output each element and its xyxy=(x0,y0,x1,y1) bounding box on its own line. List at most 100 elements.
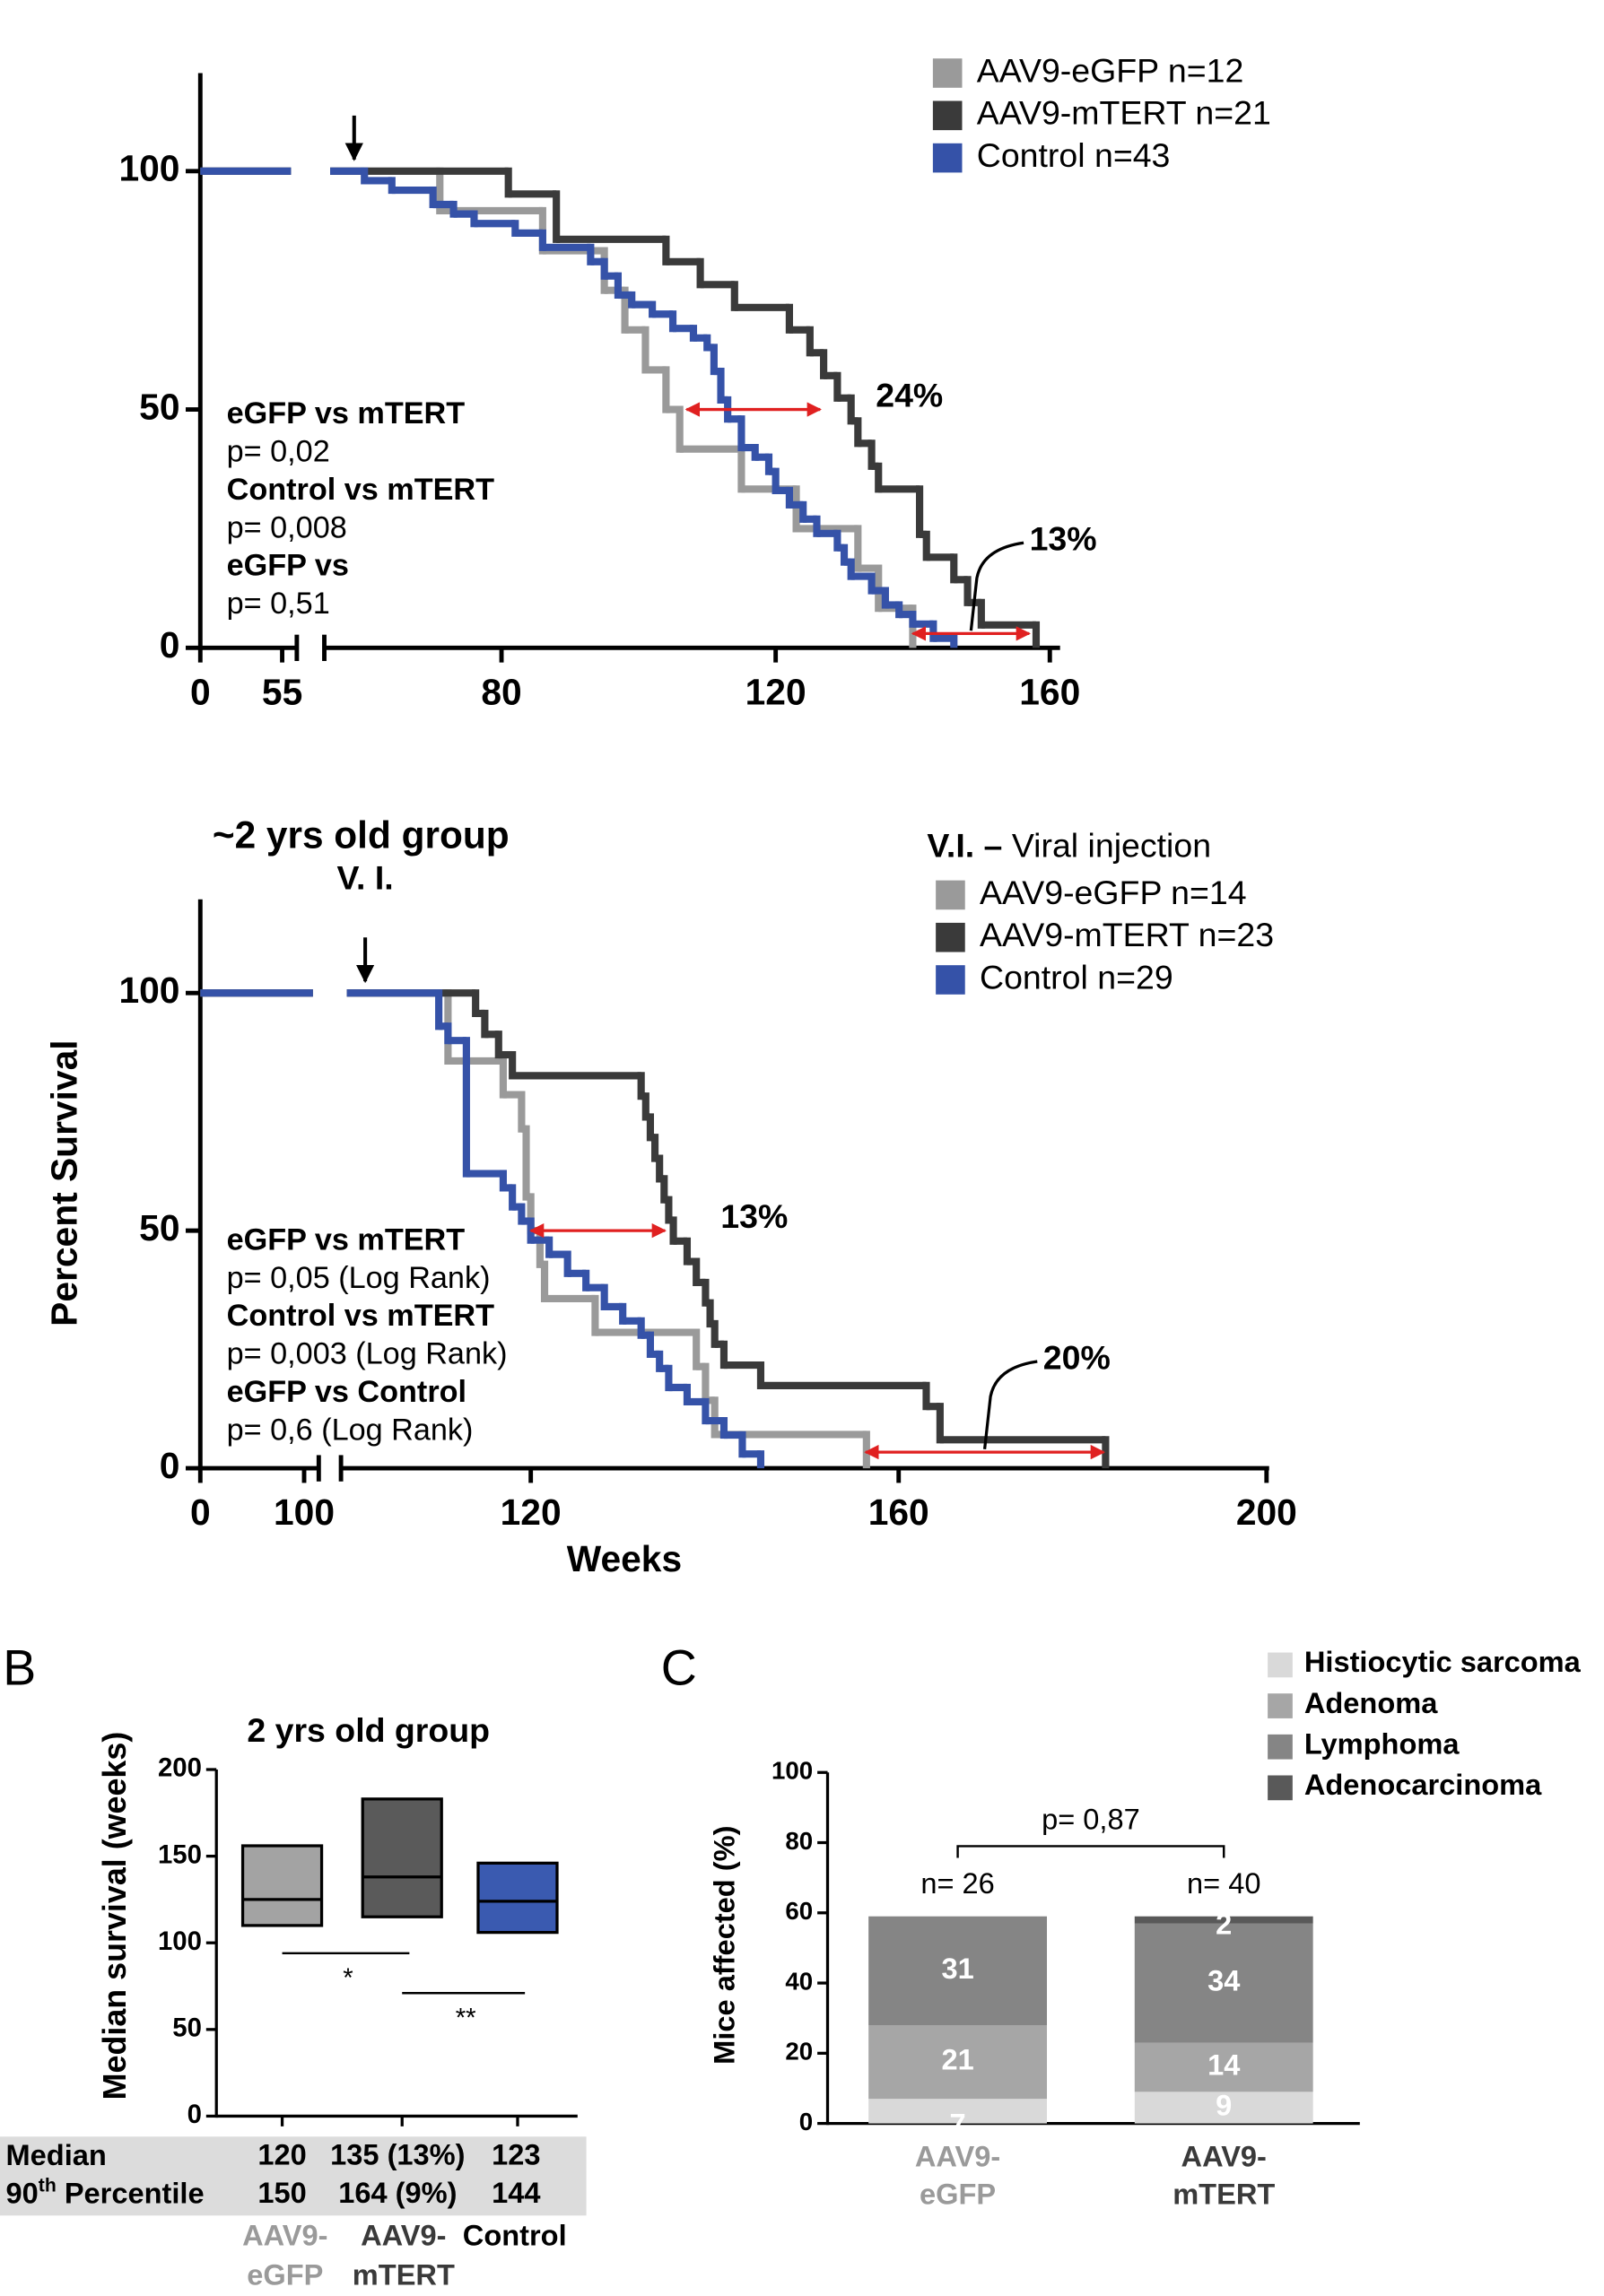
interval-label: 24% xyxy=(876,376,943,413)
stat-label: eGFP vs Control xyxy=(227,1375,466,1409)
panel-letter: B xyxy=(3,1639,36,1695)
y-tick-label: 100 xyxy=(118,148,179,189)
legend-label: Histiocytic sarcoma xyxy=(1304,1645,1582,1678)
interval-label: 13% xyxy=(720,1197,788,1235)
y-tick-label: 150 xyxy=(158,1839,202,1869)
bar-value-label: 34 xyxy=(1207,1964,1240,1997)
bar-segment xyxy=(868,2099,1048,2124)
table-cell: 144 xyxy=(492,2176,540,2209)
legend-label: Control n=29 xyxy=(980,958,1173,996)
legend-title-key: V.I. – xyxy=(927,827,1002,865)
n-label: n= 40 xyxy=(1187,1866,1260,1900)
legend-label: Adenocarcinoma xyxy=(1304,1768,1542,1801)
injection-label: V. I. xyxy=(337,859,394,897)
x-tick-label: 160 xyxy=(868,1492,929,1533)
stat-p: p= 0,02 xyxy=(227,435,330,469)
legend-swatch xyxy=(936,880,965,910)
box xyxy=(361,1797,443,1918)
y-tick-label: 50 xyxy=(172,2013,202,2043)
y-tick-label: 100 xyxy=(158,1926,202,1956)
y-tick-label: 0 xyxy=(799,2108,813,2135)
interval-label: 20% xyxy=(1043,1338,1111,1376)
legend-swatch xyxy=(1268,1693,1293,1718)
legend-swatch xyxy=(932,100,963,131)
legend-title-text: Viral injection xyxy=(1012,827,1211,865)
legend-swatch xyxy=(1268,1775,1293,1801)
y-tick-label: 50 xyxy=(139,386,179,427)
chart-title: ~2 yrs old group xyxy=(213,814,510,857)
legend-label: Lymphoma xyxy=(1304,1727,1460,1761)
x-axis-title: Weeks xyxy=(567,1538,682,1579)
n-label: n= 26 xyxy=(920,1866,994,1900)
box xyxy=(476,1861,559,1935)
table-cell: 164 (9%) xyxy=(338,2176,457,2209)
x-tick-label: mTERT xyxy=(353,2257,455,2291)
x-tick-label: eGFP xyxy=(920,2178,996,2211)
x-tick-label: AAV9- xyxy=(361,2218,446,2251)
interval-leader xyxy=(969,541,1024,631)
x-tick-label: 200 xyxy=(1236,1492,1297,1533)
x-tick-label: Control xyxy=(463,2218,567,2251)
y-tick-label: 200 xyxy=(158,1753,202,1783)
legend-label: Adenoma xyxy=(1304,1686,1438,1719)
table-bg xyxy=(0,2136,587,2216)
y-axis-title: Percent Survival xyxy=(44,1039,85,1326)
bar-segment xyxy=(868,1916,1048,2026)
bar-value-label: 9 xyxy=(1216,2089,1232,2122)
table-cell: 123 xyxy=(492,2138,540,2171)
bar-value-label: 14 xyxy=(1207,2048,1240,2082)
panel-letter: C xyxy=(661,1639,697,1695)
y-tick-label: 60 xyxy=(785,1897,813,1925)
legend-swatch xyxy=(936,922,965,952)
legend-swatch xyxy=(936,965,965,995)
table-row-label-part: Median xyxy=(6,2138,107,2171)
y-tick-label: 0 xyxy=(160,1445,180,1486)
bar-segment xyxy=(1134,1923,1313,2043)
stat-p: p= 0,003 (Log Rank) xyxy=(227,1337,508,1371)
y-tick-label: 80 xyxy=(785,1827,813,1855)
legend-swatch xyxy=(1268,1734,1293,1760)
legend-label: Control n=43 xyxy=(977,136,1171,174)
x-tick-label: 80 xyxy=(481,671,521,712)
y-tick-label: 40 xyxy=(785,1967,813,1995)
x-tick-label: 120 xyxy=(501,1492,562,1533)
legend-label: AAV9-mTERT n=21 xyxy=(977,94,1271,132)
stat-p: p= 0,008 xyxy=(227,510,347,544)
legend-title: V.I. – Viral injection xyxy=(927,827,1211,865)
significance-bracket xyxy=(956,1845,1225,1858)
y-axis-title: Mice affected (%) xyxy=(708,1826,741,2065)
x-tick-label: 120 xyxy=(745,671,806,712)
x-tick-label: 160 xyxy=(1019,671,1080,712)
y-tick-label: 0 xyxy=(187,2100,202,2129)
x-tick-label: mTERT xyxy=(1172,2178,1275,2211)
stat-label: eGFP vs xyxy=(227,549,349,583)
x-tick-label: 100 xyxy=(274,1492,335,1533)
legend-swatch xyxy=(932,58,963,88)
stat-p: p= 0,51 xyxy=(227,587,330,621)
y-tick-label: 50 xyxy=(139,1207,179,1248)
stat-label: Control vs mTERT xyxy=(227,1299,495,1333)
y-tick-label: 100 xyxy=(118,970,179,1011)
bar-value-label: 7 xyxy=(950,2107,966,2140)
table-row-label-part: 90 xyxy=(6,2176,39,2209)
bar-segment xyxy=(1134,2042,1313,2092)
bar-segment xyxy=(868,2025,1048,2100)
y-tick-label: 100 xyxy=(771,1757,813,1785)
bar-segment xyxy=(1134,2092,1313,2124)
x-tick-label: 0 xyxy=(190,1492,211,1533)
significance-label: ** xyxy=(456,2003,476,2032)
x-tick-label: AAV9- xyxy=(1181,2139,1267,2172)
stat-p: p= 0,6 (Log Rank) xyxy=(227,1413,474,1447)
table-row-label: 90th Percentile xyxy=(6,2175,205,2209)
table-cell: 150 xyxy=(257,2176,306,2209)
table-cell: 135 (13%) xyxy=(330,2138,465,2171)
stat-label: Control vs mTERT xyxy=(227,473,495,507)
legend-label: AAV9-eGFP n=12 xyxy=(977,51,1244,89)
y-axis-title: Median survival (weeks) xyxy=(97,1732,133,2100)
bar-segment xyxy=(1134,1916,1313,1924)
legend-swatch xyxy=(1268,1652,1293,1678)
stat-label: eGFP vs mTERT xyxy=(227,396,466,430)
table-cell: 120 xyxy=(257,2138,306,2171)
y-tick-label: 0 xyxy=(160,624,180,665)
